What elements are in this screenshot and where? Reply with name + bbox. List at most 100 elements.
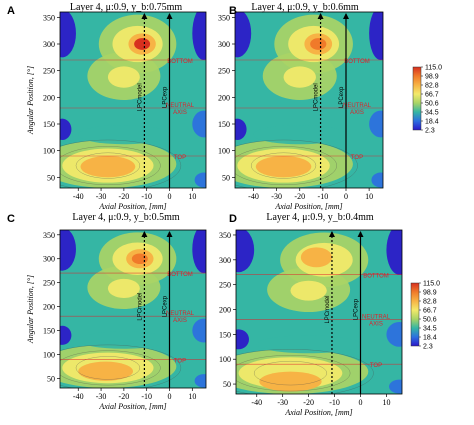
contour-band (389, 379, 402, 394)
region-label: BOTTOM (344, 59, 370, 65)
y-tick-label: 50 (47, 374, 55, 383)
y-tick-label: 50 (47, 173, 55, 182)
x-tick-label: -30 (96, 192, 107, 201)
contour-band (369, 110, 383, 138)
x-tick-label: 10 (382, 398, 390, 407)
colorbar-tick-label: 115.0 (423, 281, 440, 288)
colorbar-tick-label: 82.8 (423, 299, 437, 306)
region-label: NEUTRAL AXIS (166, 103, 195, 116)
region-label: NEUTRAL AXIS (166, 311, 195, 324)
x-tick-label: -20 (294, 192, 305, 201)
y-tick-label: 100 (218, 147, 230, 156)
colorbar-tick-label: 66.7 (425, 92, 439, 99)
y-tick-label: 300 (219, 256, 231, 265)
colorbar-tick-label: 50.6 (425, 101, 439, 108)
contour-field (235, 12, 383, 188)
contour-line (236, 355, 351, 392)
x-tick-label: 0 (168, 192, 172, 201)
contour-band (371, 172, 383, 188)
x-tick-label: -30 (271, 192, 282, 201)
contour-band (283, 66, 316, 88)
contour-band (107, 278, 140, 298)
x-tick-label: -40 (251, 398, 262, 407)
x-axis-label: Axial Position, [mm] (98, 202, 166, 211)
y-tick-label: 100 (43, 147, 55, 156)
plot-frame (235, 229, 403, 395)
contour-line (253, 360, 327, 386)
contour-band (369, 12, 383, 60)
y-tick-label: 150 (218, 120, 230, 129)
y-tick-label: 200 (43, 303, 55, 312)
contour-field (236, 230, 402, 394)
y-tick-label: 150 (219, 330, 231, 339)
contour-line (60, 350, 161, 386)
colorbar-gradient (412, 66, 422, 131)
y-tick-label: 150 (43, 120, 55, 129)
contour-line (75, 152, 141, 179)
lpc-marker-arrow (141, 231, 148, 237)
colorbar: 115.0 98.9 82.8 66.7 50.6 34.5 18.4 2.3 (412, 65, 442, 135)
contour-band (192, 12, 206, 60)
contour-band (194, 374, 206, 388)
region-label: NEUTRAL AXIS (343, 103, 372, 116)
panel-letter: D (229, 213, 237, 225)
y-tick-label: 300 (218, 40, 230, 49)
contour-band (290, 280, 327, 301)
contour-hotspot-peak (131, 253, 148, 264)
x-tick-label: -10 (141, 192, 152, 201)
y-tick-label: 350 (219, 231, 231, 240)
lpc-marker-label: LPCexp (339, 86, 345, 108)
lpc-marker-arrow (317, 13, 324, 19)
region-label: BOTTOM (167, 272, 193, 278)
region-label: TOP (174, 155, 186, 161)
contour-hotspot-peak (310, 38, 327, 50)
contour-band (236, 329, 249, 350)
contour-line (75, 356, 141, 380)
colorbar-tick-label: 98.9 (425, 74, 439, 81)
colorbar-tick-label: 50.6 (423, 317, 437, 324)
lpc-marker-arrow (166, 13, 173, 19)
x-tick-label: 10 (365, 192, 373, 201)
contour-hotspot (78, 361, 133, 381)
panel-letter: C (7, 213, 15, 225)
plot-frame (59, 11, 207, 189)
x-tick-label: -40 (248, 192, 259, 201)
contour-band (386, 321, 402, 347)
contour-line (236, 349, 374, 394)
contour-band (60, 12, 76, 58)
colorbar-tick-label: 18.4 (423, 335, 437, 342)
lpc-marker-label: LPCexp (354, 298, 360, 320)
y-tick-label: 350 (43, 13, 55, 22)
contour-band (60, 230, 76, 271)
y-tick-label: 50 (222, 173, 230, 182)
lpc-marker-arrow (141, 13, 148, 19)
x-tick-label: -10 (141, 392, 152, 401)
x-tick-label: -30 (96, 392, 107, 401)
contour-band (235, 118, 247, 140)
contour-band (192, 110, 206, 138)
x-tick-label: -10 (318, 192, 329, 201)
lpc-marker-label: LPCmodel (314, 83, 320, 111)
colorbar-tick-label: 66.7 (423, 308, 437, 315)
contour-hotspot (255, 156, 312, 178)
lpc-marker-label: LPCmodel (137, 293, 143, 321)
y-tick-label: 100 (43, 350, 55, 359)
lpc-marker-arrow (166, 231, 173, 237)
y-tick-label: 250 (43, 279, 55, 288)
contour-panel-d: BOTTOM NEUTRAL AXIS TOP LPCmodel LPCexp -40 -30… (219, 212, 403, 417)
y-tick-label: 350 (43, 231, 55, 240)
y-tick-label: 200 (43, 93, 55, 102)
contour-line (235, 139, 358, 188)
colorbar-tick-label: 82.8 (425, 83, 439, 90)
region-label: BOTTOM (167, 59, 193, 65)
panel-title: Layer 4, μ:0.9, y_b:0.5mm (72, 212, 180, 223)
x-tick-label: -10 (329, 398, 340, 407)
plot-frame (59, 229, 207, 389)
panel-letter: A (7, 5, 15, 17)
lpc-marker-arrow (357, 231, 364, 237)
contour-hotspot (80, 156, 136, 178)
x-tick-label: 0 (168, 392, 172, 401)
colorbar: 115.0 98.9 82.8 66.7 50.6 34.5 18.4 2.3 (410, 281, 440, 351)
y-axis-label: Angular Position, [°] (26, 66, 35, 135)
